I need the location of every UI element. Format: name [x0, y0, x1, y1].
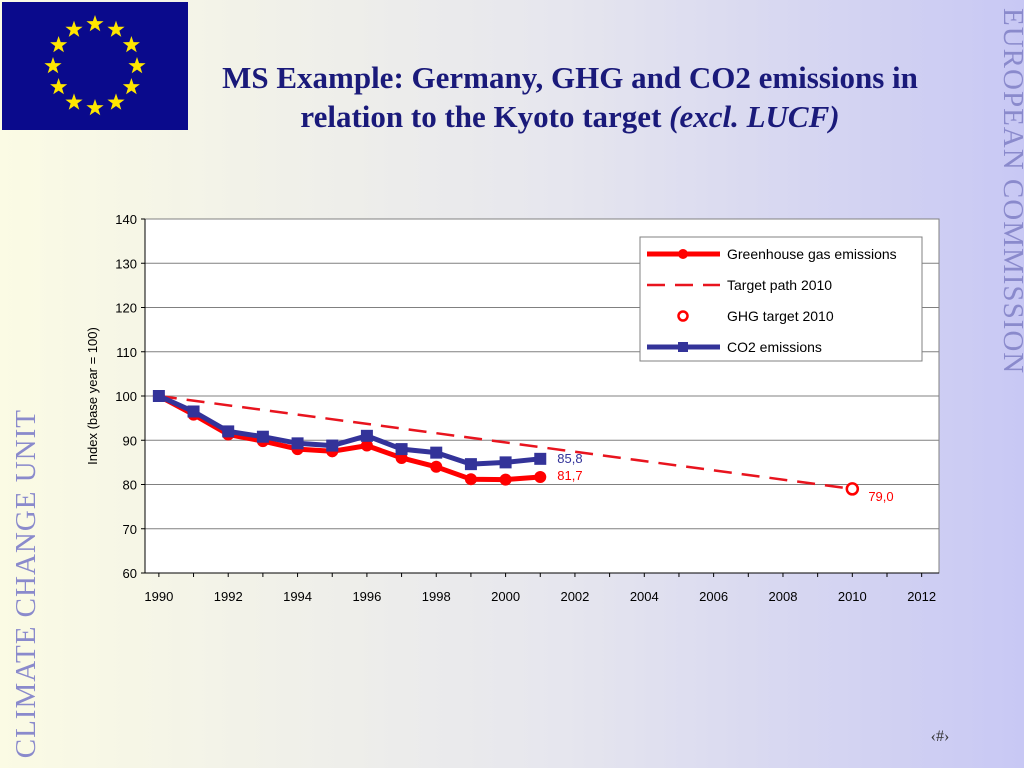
co2-data-point — [360, 429, 373, 442]
y-tick-label: 120 — [115, 301, 137, 316]
x-tick-label: 1992 — [214, 589, 243, 604]
flag-star-icon — [50, 78, 68, 95]
ghg-data-point — [430, 460, 443, 473]
slide-title-main: MS Example: Germany, GHG and CO2 emissio… — [222, 60, 918, 134]
legend-label-ghg: Greenhouse gas emissions — [727, 246, 897, 262]
page-number: ‹#› — [930, 728, 950, 745]
y-tick-label: 80 — [123, 478, 137, 493]
legend: Greenhouse gas emissions Target path 2010… — [639, 236, 923, 362]
legend-label-co2: CO2 emissions — [727, 339, 822, 355]
y-tick-label: 130 — [115, 256, 137, 271]
co2-data-point — [430, 446, 443, 459]
legend-box — [639, 236, 923, 362]
y-tick-label: 110 — [116, 345, 137, 360]
co2-end-label: 85,8 — [557, 451, 582, 466]
series-layer: 85,8 81,7 79,0 — [152, 390, 894, 504]
legend-target-marker — [677, 310, 689, 322]
legend-label-target: Target path 2010 — [727, 277, 832, 293]
ghg-data-point — [360, 439, 373, 452]
legend-label-ghg-target: GHG target 2010 — [727, 308, 834, 324]
flag-star-icon — [107, 93, 125, 110]
x-tick-label: 1994 — [283, 589, 312, 604]
co2-data-point — [256, 430, 269, 443]
ghg-data-point — [464, 473, 477, 486]
ghg-end-label: 81,7 — [557, 468, 582, 483]
x-tick-label: 2008 — [769, 589, 798, 604]
ghg-data-point — [499, 473, 512, 486]
x-tick-label: 2012 — [907, 589, 936, 604]
legend-co2-marker — [678, 342, 688, 352]
flag-star-icon — [86, 15, 104, 32]
flag-star-icon — [44, 57, 62, 74]
flag-star-icon — [122, 78, 140, 95]
x-tick-label: 2010 — [838, 589, 867, 604]
ghg-target-point — [845, 482, 860, 496]
co2-data-point — [222, 425, 235, 438]
x-tick-label: 2004 — [630, 589, 659, 604]
ghg-data-point — [534, 470, 547, 483]
co2-data-point — [464, 458, 477, 471]
y-axis-label: Index (base year = 100) — [85, 327, 100, 465]
co2-data-point — [395, 443, 408, 456]
target-value-label: 79,0 — [868, 489, 893, 504]
co2-data-point — [291, 437, 304, 450]
target-path-line — [158, 394, 853, 491]
slide-title: MS Example: Germany, GHG and CO2 emissio… — [190, 58, 950, 136]
x-tick-label: 1996 — [352, 589, 381, 604]
y-tick-label: 90 — [123, 433, 137, 448]
flag-star-icon — [50, 36, 68, 53]
co2-data-point — [152, 390, 165, 402]
axes: 60 70 80 90 100 110 120 130 140 1990 1992 1994 1996 1… — [115, 212, 939, 604]
y-tick-label: 100 — [115, 389, 137, 404]
flag-star-icon — [122, 36, 140, 53]
flag-star-icon — [65, 93, 83, 110]
slide-title-italic: (excl. LUCF) — [669, 99, 840, 134]
co2-data-point — [187, 405, 200, 418]
eu-flag-stars — [44, 15, 146, 116]
eu-flag-logo — [2, 2, 188, 130]
y-tick-label: 140 — [115, 212, 137, 227]
flag-star-icon — [128, 57, 146, 74]
co2-data-point — [534, 452, 547, 465]
flag-star-icon — [86, 99, 104, 116]
co2-data-point — [499, 456, 512, 469]
x-tick-label: 1998 — [422, 589, 451, 604]
legend-ghg-marker — [678, 249, 688, 259]
flag-star-icon — [65, 20, 83, 37]
y-tick-label: 70 — [123, 522, 137, 537]
y-tick-label: 60 — [123, 566, 137, 581]
x-tick-label: 2006 — [699, 589, 728, 604]
co2-data-point — [326, 439, 339, 452]
european-commission-label: EUROPEAN COMMISSION — [997, 8, 1024, 375]
flag-star-icon — [107, 20, 125, 37]
x-tick-label: 1990 — [144, 589, 173, 604]
x-tick-label: 2002 — [560, 589, 589, 604]
x-tick-label: 2000 — [491, 589, 520, 604]
